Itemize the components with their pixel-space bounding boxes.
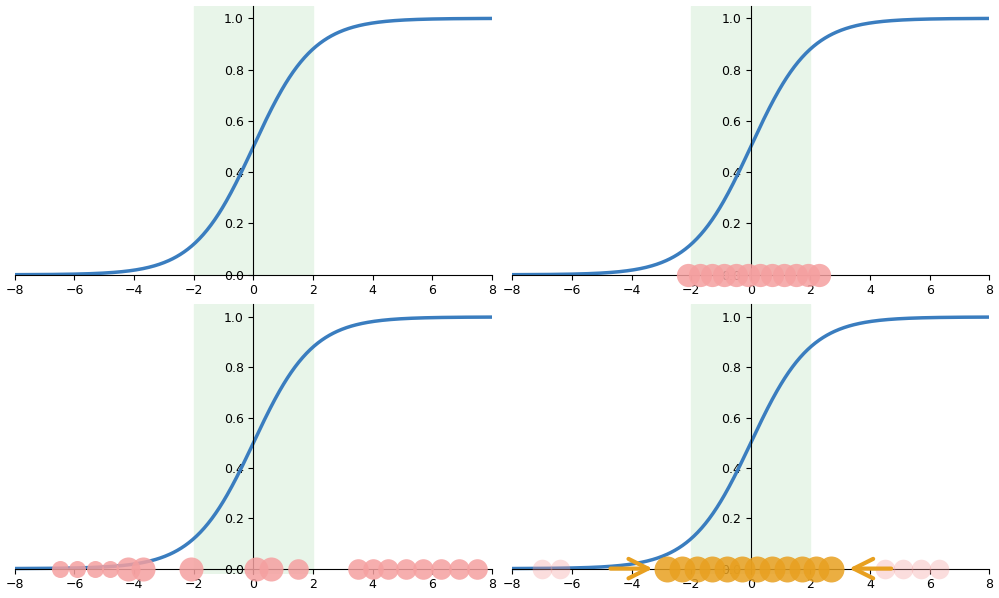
Point bbox=[380, 564, 396, 573]
Point bbox=[763, 564, 779, 573]
Point bbox=[264, 564, 280, 573]
Point bbox=[398, 564, 414, 573]
Point bbox=[87, 564, 103, 573]
Point bbox=[793, 564, 809, 573]
Point bbox=[680, 270, 696, 279]
Bar bbox=[194, 304, 313, 573]
Point bbox=[799, 270, 815, 279]
Point bbox=[740, 270, 756, 279]
Point bbox=[552, 564, 568, 573]
Point bbox=[913, 564, 929, 573]
Point bbox=[689, 564, 705, 573]
Point bbox=[787, 270, 803, 279]
Point bbox=[70, 564, 86, 573]
Point bbox=[728, 270, 744, 279]
Bar bbox=[194, 5, 313, 274]
Point bbox=[534, 564, 550, 573]
Point bbox=[719, 564, 735, 573]
Point bbox=[734, 564, 750, 573]
Point bbox=[434, 564, 450, 573]
Point bbox=[416, 564, 432, 573]
Point bbox=[808, 564, 824, 573]
Point bbox=[183, 564, 199, 573]
Point bbox=[752, 270, 768, 279]
Point bbox=[877, 564, 893, 573]
Point bbox=[763, 270, 779, 279]
Point bbox=[749, 564, 765, 573]
Point bbox=[692, 270, 708, 279]
Point bbox=[704, 270, 720, 279]
Point bbox=[704, 564, 720, 573]
Point bbox=[365, 564, 381, 573]
Point bbox=[120, 564, 136, 573]
Point bbox=[895, 564, 911, 573]
Point bbox=[452, 564, 468, 573]
Point bbox=[102, 564, 118, 573]
Point bbox=[778, 564, 794, 573]
Bar bbox=[691, 304, 810, 573]
Point bbox=[249, 564, 265, 573]
Point bbox=[290, 564, 306, 573]
Point bbox=[775, 270, 791, 279]
Bar bbox=[691, 5, 810, 274]
Point bbox=[52, 564, 68, 573]
Point bbox=[135, 564, 151, 573]
Point bbox=[674, 564, 690, 573]
Point bbox=[350, 564, 366, 573]
Point bbox=[470, 564, 486, 573]
Point bbox=[659, 564, 675, 573]
Point bbox=[931, 564, 947, 573]
Point bbox=[823, 564, 839, 573]
Point bbox=[811, 270, 827, 279]
Point bbox=[716, 270, 732, 279]
